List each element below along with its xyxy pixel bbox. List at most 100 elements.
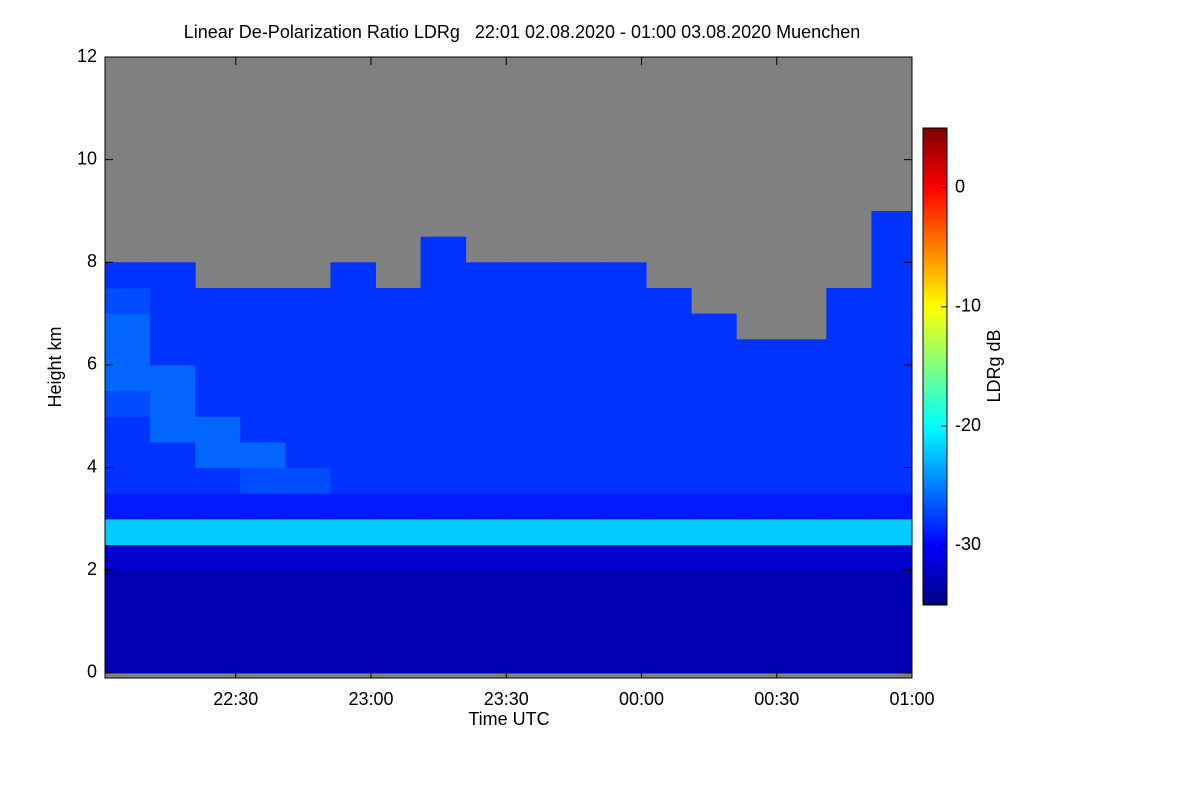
heatmap-cell (285, 287, 331, 315)
y-tick-label: 4 (87, 456, 97, 476)
x-axis-label: Time UTC (468, 709, 549, 729)
heatmap-cell (195, 364, 241, 392)
heatmap-cell (736, 467, 782, 494)
heatmap-cell (150, 544, 196, 571)
heatmap-cell (465, 595, 512, 623)
heatmap-cell (646, 287, 692, 315)
heatmap-cell (285, 621, 331, 648)
heatmap-cell (375, 364, 422, 392)
heatmap-cell (150, 595, 196, 623)
heatmap-cell (285, 339, 331, 366)
heatmap-cell (105, 339, 151, 366)
heatmap-cell (330, 390, 377, 417)
heatmap-cell (871, 416, 912, 443)
heatmap-cell (105, 518, 151, 546)
heatmap-cell (871, 287, 912, 315)
heatmap-cell (150, 493, 196, 520)
heatmap-cell (105, 544, 151, 571)
heatmap-cell (465, 287, 512, 315)
heatmap-cell (871, 570, 912, 597)
heatmap-cell (465, 262, 512, 289)
heatmap-cell (871, 544, 912, 571)
heatmap-cell (150, 390, 196, 417)
heatmap-cell (691, 441, 737, 469)
heatmap-cell (600, 647, 647, 674)
heatmap-cell (555, 493, 602, 520)
chart-title: Linear De-Polarization Ratio LDRg 22:01 … (184, 22, 860, 42)
heatmap-cell (555, 570, 602, 597)
heatmap-cell (555, 441, 602, 469)
heatmap-cell (150, 570, 196, 597)
heatmap-cell (781, 621, 827, 648)
heatmap-cell (510, 416, 557, 443)
heatmap-cell (195, 467, 241, 494)
heatmap-cell (195, 493, 241, 520)
heatmap-cell (736, 595, 782, 623)
heatmap-cell (285, 441, 331, 469)
heatmap-cell (691, 390, 737, 417)
heatmap-cell (555, 518, 602, 546)
heatmap-cell (240, 390, 286, 417)
colorbar-tick-label: -30 (955, 534, 981, 554)
heatmap-cell (330, 493, 377, 520)
heatmap-cell (465, 493, 512, 520)
heatmap-cell (826, 313, 872, 340)
heatmap-cell (600, 441, 647, 469)
heatmap-cell (105, 570, 151, 597)
y-tick-label: 0 (87, 662, 97, 682)
heatmap-cell (330, 467, 377, 494)
heatmap-cell (600, 518, 647, 546)
heatmap (105, 210, 912, 674)
heatmap-cell (420, 236, 467, 263)
heatmap-cell (781, 390, 827, 417)
heatmap-cell (375, 518, 422, 546)
heatmap-cell (105, 441, 151, 469)
heatmap-cell (646, 390, 692, 417)
heatmap-cell (736, 518, 782, 546)
heatmap-cell (600, 595, 647, 623)
heatmap-cell (285, 493, 331, 520)
heatmap-cell (826, 544, 872, 571)
heatmap-cell (150, 647, 196, 674)
heatmap-cell (736, 364, 782, 392)
heatmap-cell (105, 493, 151, 520)
heatmap-cell (330, 339, 377, 366)
heatmap-cell (555, 416, 602, 443)
heatmap-cell (330, 262, 377, 289)
heatmap-cell (826, 441, 872, 469)
heatmap-cell (465, 364, 512, 392)
heatmap-cell (646, 364, 692, 392)
heatmap-cell (646, 518, 692, 546)
heatmap-cell (150, 467, 196, 494)
heatmap-cell (105, 416, 151, 443)
heatmap-cell (781, 441, 827, 469)
y-tick-label: 6 (87, 354, 97, 374)
heatmap-cell (420, 339, 467, 366)
heatmap-cell (240, 339, 286, 366)
y-tick-label: 10 (77, 148, 97, 168)
plot-frame (104, 56, 913, 679)
heatmap-cell (150, 441, 196, 469)
heatmap-cell (826, 390, 872, 417)
x-tick-label: 01:00 (889, 689, 934, 709)
x-tick-label: 22:30 (213, 689, 258, 709)
heatmap-cell (510, 493, 557, 520)
heatmap-cell (600, 570, 647, 597)
heatmap-cell (600, 364, 647, 392)
heatmap-cell (375, 467, 422, 494)
heatmap-cell (195, 647, 241, 674)
heatmap-cell (420, 621, 467, 648)
heatmap-cell (285, 390, 331, 417)
heatmap-cell (826, 364, 872, 392)
heatmap-cell (871, 595, 912, 623)
heatmap-cell (826, 518, 872, 546)
heatmap-cell (781, 595, 827, 623)
heatmap-cell (781, 647, 827, 674)
heatmap-cell (600, 621, 647, 648)
heatmap-cell (646, 570, 692, 597)
heatmap-cell (285, 313, 331, 340)
heatmap-cell (781, 364, 827, 392)
heatmap-cell (330, 647, 377, 674)
heatmap-cell (781, 339, 827, 366)
